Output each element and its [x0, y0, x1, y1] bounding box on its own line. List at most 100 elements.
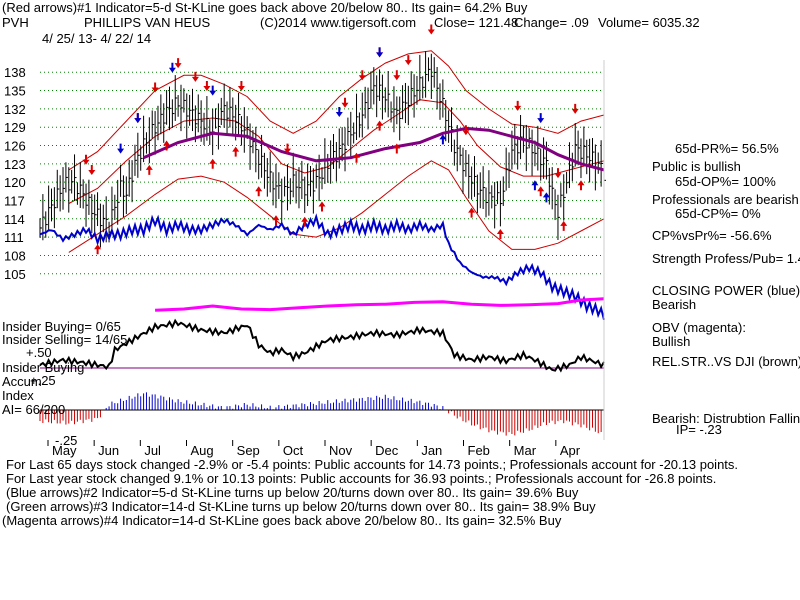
lower-panel	[39, 60, 605, 440]
closing-power-line	[39, 213, 605, 321]
red-down-arrow	[571, 103, 579, 114]
blue-down-arrow	[537, 113, 545, 124]
y-tick-label: 135	[4, 84, 26, 99]
red-down-arrow	[191, 71, 199, 82]
month-label: Aug	[191, 443, 214, 458]
red-down-arrow	[174, 58, 182, 69]
blue-down-arrow	[134, 113, 142, 124]
red-up-arrow	[255, 186, 263, 197]
p50-label: +.50	[26, 345, 52, 360]
red-down-arrow	[393, 70, 401, 81]
bearish-distribution-label: Bearish: Distrubtion Falling	[652, 411, 800, 426]
y-tick-label: 105	[4, 267, 26, 282]
red-up-arrow	[496, 229, 504, 239]
y-tick-label: 120	[4, 175, 26, 190]
blue-down-arrow	[117, 143, 125, 154]
blue-down-arrow	[335, 107, 343, 117]
month-label: Feb	[468, 443, 490, 458]
y-tick-label: 123	[4, 157, 26, 172]
accum-label: Accum	[2, 374, 42, 389]
footer-line-3: (Blue arrows)#2 Indicator=5-d St-KLine t…	[6, 485, 579, 500]
footer-line-1: For Last 65 days stock changed -2.9% or …	[6, 457, 739, 472]
red-up-arrow	[301, 216, 309, 227]
red-up-arrow	[393, 143, 401, 154]
red-down-arrow	[237, 81, 245, 91]
y-tick-label: 108	[4, 248, 26, 263]
blue-down-arrow	[168, 62, 176, 73]
cp65-label: 65d-CP%= 0%	[675, 206, 761, 221]
red-down-arrow	[358, 70, 366, 81]
month-labels: May Jun Jul Aug Sep Oct Nov Dec Jan Feb Mar Apr	[47, 440, 581, 458]
red-down-arrow	[151, 82, 159, 93]
y-tick-label: 129	[4, 120, 26, 135]
red-up-arrow	[272, 215, 280, 226]
red-up-arrow	[353, 152, 360, 163]
blue-up-arrow	[542, 192, 550, 203]
red-down-arrow	[427, 24, 435, 35]
price-bars	[39, 51, 606, 248]
red-up-arrow	[94, 244, 102, 255]
blue-up-arrow	[439, 134, 447, 145]
y-tick-label: 114	[4, 212, 25, 227]
red-up-arrow	[376, 120, 384, 131]
month-label: Jan	[421, 443, 442, 458]
moving-average	[142, 126, 605, 172]
red-down-arrow	[82, 154, 90, 165]
closing-power-state: Bearish	[652, 297, 697, 312]
month-label: Nov	[329, 443, 353, 458]
footer-line-2: For Last year stock changed 9.1% or 10.1…	[6, 471, 717, 486]
copyright: (C)2014 www.tigersoft.com	[260, 15, 417, 30]
change-value: Change= .09	[514, 15, 589, 30]
red-up-arrow	[577, 180, 585, 191]
month-label: Jul	[144, 443, 161, 458]
signal-arrows	[82, 24, 585, 255]
footer-line-5: (Magenta arrows)#4 Indicator=14-d St-KLi…	[2, 513, 562, 528]
red-up-arrow	[468, 207, 476, 218]
month-label: Sep	[237, 443, 260, 458]
y-tick-label: 126	[4, 139, 26, 154]
y-tick-label: 132	[4, 102, 26, 117]
month-label: Apr	[560, 443, 581, 458]
y-tick-label: 117	[4, 193, 25, 208]
pros-bearish-label: Professionals are bearish	[652, 192, 799, 207]
blue-down-arrow	[209, 85, 217, 96]
y-tick-labels: 105 108 111 114 117 120 123 126 129 132 135 138	[4, 65, 26, 282]
obv-state: Bullish	[652, 334, 691, 349]
company-name: PHILLIPS VAN HEUS	[84, 15, 211, 30]
obv-label: OBV (magenta):	[652, 320, 746, 335]
month-label: Jun	[98, 443, 119, 458]
insider-buying-label: Insider Buying= 0/65	[2, 319, 121, 334]
insider-selling-label: Insider Selling= 14/65	[2, 332, 128, 347]
close-value: Close= 121.48	[434, 15, 519, 30]
y-tick-label: 138	[4, 65, 26, 80]
y-tick-label: 111	[4, 230, 24, 245]
red-up-arrow	[209, 158, 217, 169]
relstr-label: REL.STR..VS DJI (brown)	[652, 354, 800, 369]
month-label: Mar	[514, 443, 537, 458]
red-down-arrow	[88, 165, 96, 175]
closing-power-line	[39, 213, 605, 321]
p25-label: +.25	[30, 373, 56, 388]
blue-up-arrow	[531, 180, 539, 191]
op65-label: 65d-OP%= 100%	[675, 174, 776, 189]
red-up-arrow	[232, 146, 240, 157]
month-label: Oct	[283, 443, 304, 458]
index-label: Index	[2, 388, 34, 403]
m25-label: -.25	[55, 433, 78, 448]
red-down-arrow	[203, 81, 211, 91]
moving-average-line	[142, 126, 605, 172]
red-up-arrow	[318, 201, 326, 212]
ai-label: AI= 66/200	[2, 402, 66, 417]
ticker-symbol: PVH	[2, 15, 29, 30]
red-up-arrow	[163, 140, 171, 151]
red-down-arrow	[341, 97, 349, 108]
relative-strength-line	[39, 318, 605, 373]
red-down-arrow	[404, 55, 412, 66]
obv-line	[155, 297, 605, 312]
red-down-arrow	[514, 100, 522, 111]
upper-band	[68, 50, 605, 171]
header-line-1: (Red arrows)#1 Indicator=5-d St-KLine go…	[2, 0, 528, 15]
red-down-arrow	[284, 143, 291, 154]
